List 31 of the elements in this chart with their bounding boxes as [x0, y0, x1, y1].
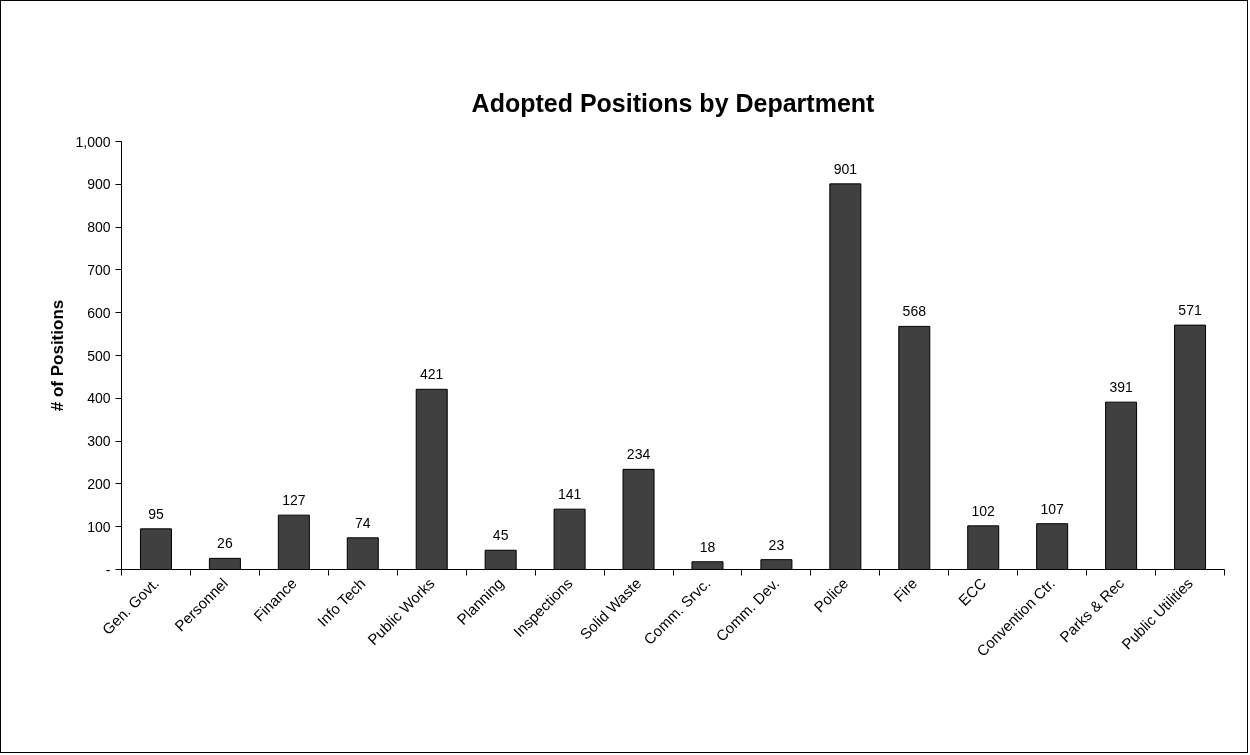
data-label: 23	[768, 536, 785, 553]
data-label: 571	[1178, 302, 1202, 319]
y-tick-label: 600	[87, 304, 111, 321]
data-label: 102	[971, 502, 996, 519]
data-label: 127	[282, 492, 306, 509]
data-label: 568	[902, 303, 927, 320]
y-tick-label: 300	[87, 433, 111, 450]
y-axis-title: # of Positions	[48, 299, 68, 412]
y-tick-label: 1,000	[75, 133, 111, 150]
data-label: 421	[420, 366, 444, 383]
data-label: 45	[492, 527, 509, 544]
x-tick-label: Info Tech	[313, 574, 369, 630]
data-label: 901	[833, 160, 858, 177]
x-tick-label: Fire	[890, 574, 921, 605]
y-tick-label: 500	[87, 347, 111, 364]
y-tick-label: 400	[87, 390, 111, 407]
data-label: 107	[1040, 500, 1065, 517]
y-tick-label: 700	[87, 261, 111, 278]
data-label: 18	[699, 538, 716, 555]
data-label: 234	[626, 446, 651, 463]
data-label: 95	[148, 505, 164, 522]
y-tick-label: 900	[87, 176, 111, 193]
y-tick-label: -	[105, 561, 111, 578]
data-label: 26	[217, 535, 233, 552]
y-tick-label: 200	[87, 475, 111, 492]
data-label: 74	[355, 514, 371, 531]
chart-title: Adopted Positions by Department	[471, 88, 876, 117]
data-label: 141	[557, 486, 582, 503]
y-tick-label: 800	[87, 219, 111, 236]
y-tick-label: 100	[87, 518, 111, 535]
data-label: 391	[1109, 379, 1133, 396]
